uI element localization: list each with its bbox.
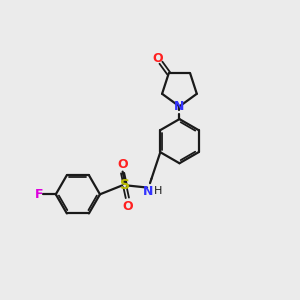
Text: O: O — [152, 52, 163, 65]
Text: N: N — [143, 184, 154, 198]
Text: H: H — [154, 186, 162, 196]
Text: O: O — [122, 200, 133, 213]
Text: F: F — [34, 188, 43, 201]
Text: O: O — [117, 158, 128, 171]
Text: N: N — [174, 100, 184, 113]
Text: S: S — [120, 178, 130, 193]
